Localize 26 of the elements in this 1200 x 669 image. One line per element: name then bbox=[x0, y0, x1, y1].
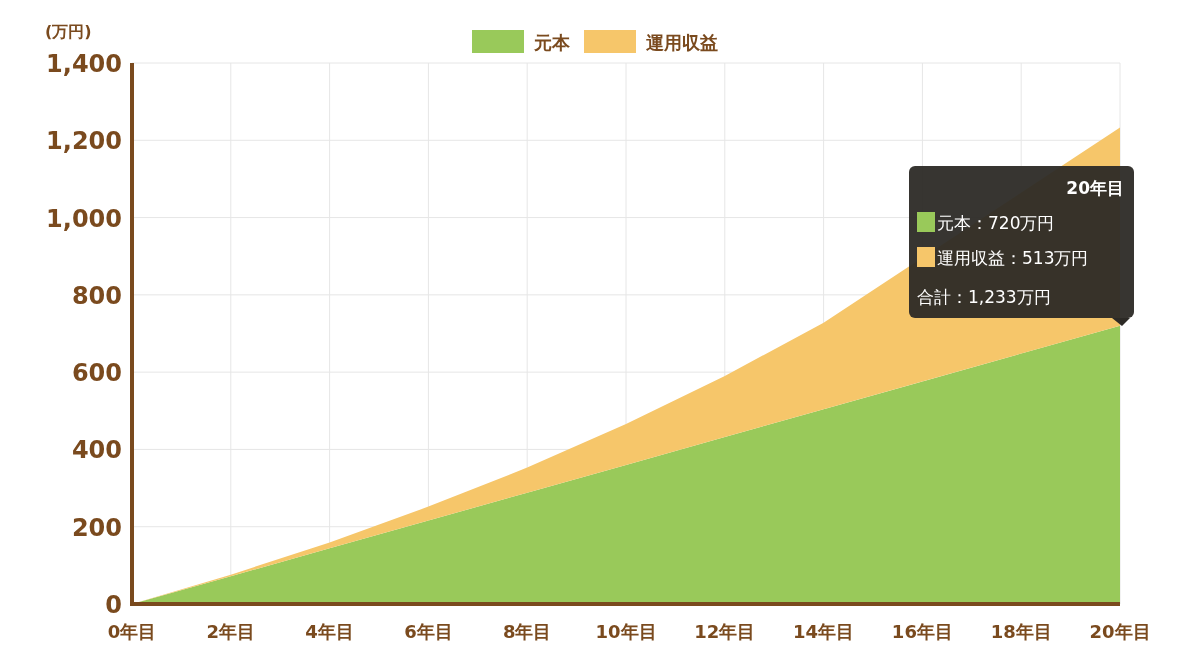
x-tick-label: 18年目 bbox=[990, 621, 1052, 642]
y-tick-label: 1,200 bbox=[46, 127, 122, 156]
x-tick-label: 14年目 bbox=[793, 621, 855, 642]
y-axis-title: (万円) bbox=[45, 22, 92, 41]
legend-label: 元本 bbox=[533, 32, 571, 53]
y-tick-label: 1,000 bbox=[46, 204, 122, 233]
x-tick-label: 20年目 bbox=[1089, 621, 1151, 642]
y-tick-label: 200 bbox=[71, 513, 122, 542]
y-tick-label: 600 bbox=[71, 359, 122, 388]
x-tick-label: 6年目 bbox=[404, 621, 453, 642]
x-tick-label: 16年目 bbox=[891, 621, 953, 642]
x-tick-label: 10年目 bbox=[595, 621, 657, 642]
x-tick-label: 12年目 bbox=[694, 621, 756, 642]
y-tick-label: 400 bbox=[71, 436, 122, 465]
x-tick-label: 2年目 bbox=[206, 621, 256, 642]
annotation: 20年目 bbox=[1066, 178, 1124, 198]
y-tick-label: 800 bbox=[71, 281, 122, 310]
annotation: 合計：1,233万円 bbox=[917, 287, 1051, 307]
x-tick-label: 0年目 bbox=[107, 621, 157, 642]
annotation: 元本：720万円 bbox=[937, 213, 1055, 233]
annotation: 運用収益：513万円 bbox=[937, 248, 1089, 268]
y-tick-label: 1,400 bbox=[46, 50, 122, 78]
legend-label: 運用収益 bbox=[645, 32, 718, 53]
y-tick-label: 0 bbox=[105, 591, 122, 619]
x-tick-label: 8年目 bbox=[502, 621, 552, 642]
x-tick-label: 4年目 bbox=[305, 621, 354, 642]
